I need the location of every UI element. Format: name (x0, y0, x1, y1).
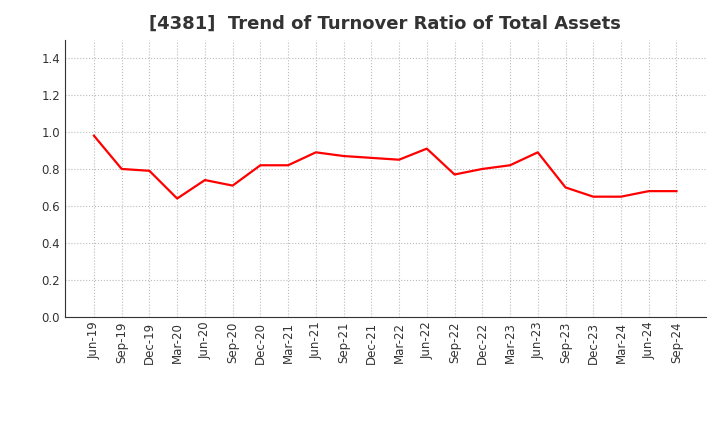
Title: [4381]  Trend of Turnover Ratio of Total Assets: [4381] Trend of Turnover Ratio of Total … (149, 15, 621, 33)
